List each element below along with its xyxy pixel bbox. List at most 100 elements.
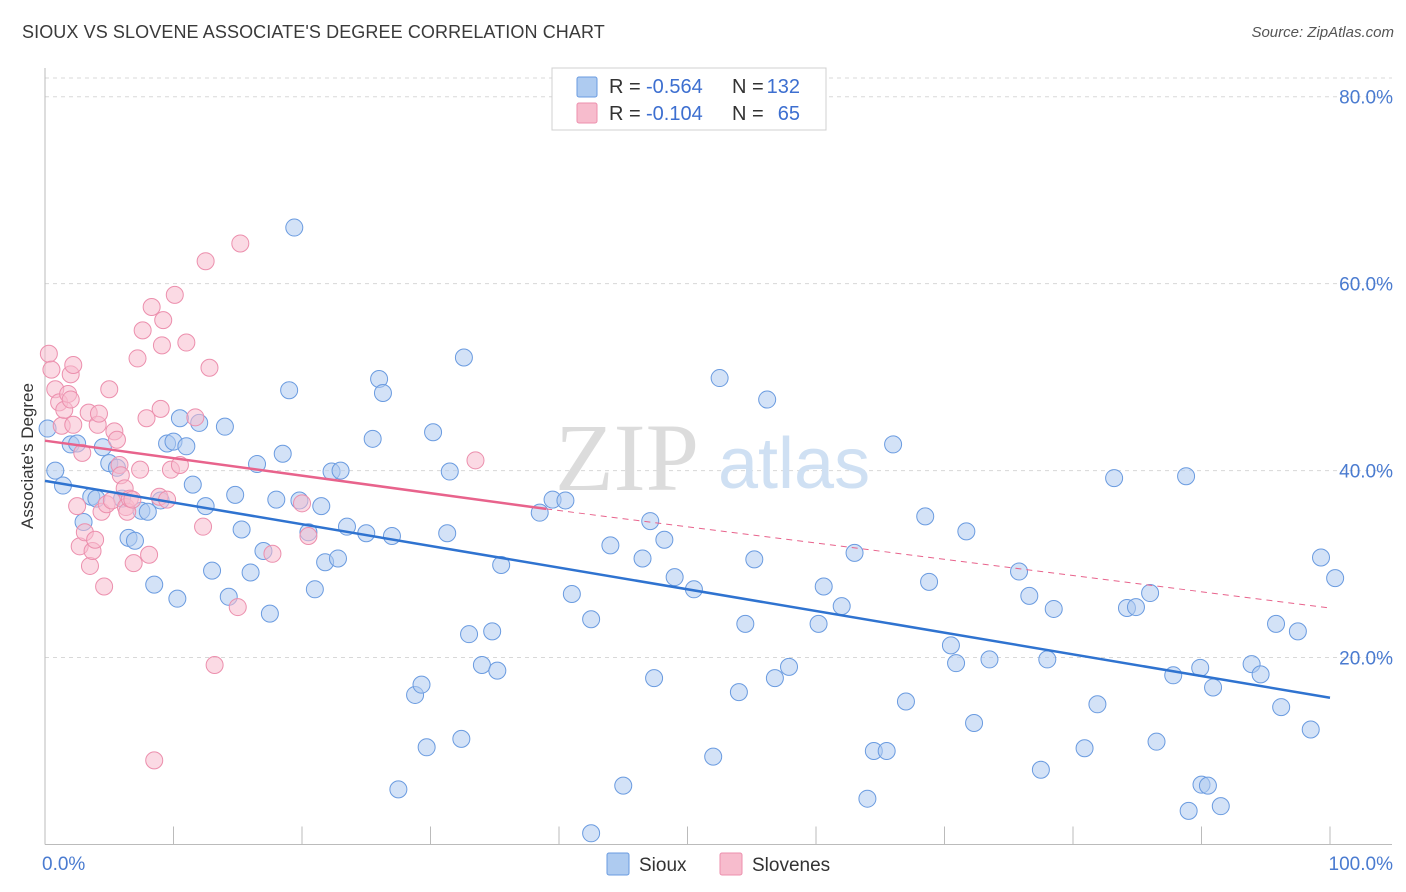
sioux-point: [980, 650, 999, 669]
legend-r-label-slovenes: R =: [609, 103, 641, 125]
sioux-point: [729, 683, 748, 702]
sioux-point: [417, 738, 436, 757]
sioux-point: [814, 577, 833, 596]
axes: [44, 68, 1392, 845]
sioux-point: [1147, 732, 1166, 751]
sioux-point: [1031, 760, 1050, 779]
sioux-point: [704, 747, 723, 766]
slovene-point: [137, 409, 156, 428]
sioux-point: [226, 485, 245, 504]
slovene-point: [95, 577, 114, 596]
slovene-point: [86, 530, 105, 549]
sioux-point: [1177, 467, 1196, 486]
sioux-point: [177, 437, 196, 456]
sioux-point: [183, 475, 202, 494]
sioux-point: [389, 780, 408, 799]
sioux-point: [273, 444, 292, 463]
sioux-point: [745, 550, 764, 569]
y-axis-label: Associate's Degree: [18, 383, 37, 529]
legend-n-label-sioux: N =: [732, 76, 764, 98]
sioux-point: [328, 549, 347, 568]
slovene-points: [39, 234, 485, 770]
sioux-point: [1141, 584, 1160, 603]
bottom-legend: Sioux Slovenes: [606, 852, 830, 876]
legend-box: R = -0.564 N = 132 R = -0.104 N = 65: [551, 67, 827, 131]
sioux-point: [280, 381, 299, 400]
sioux-point: [765, 669, 784, 688]
sioux-point: [1326, 569, 1345, 588]
legend-swatch-slovenes: [576, 102, 598, 124]
sioux-point: [168, 589, 187, 608]
sioux-point: [562, 584, 581, 603]
watermark-zip: ZIP: [555, 404, 699, 511]
sioux-point: [382, 527, 401, 546]
sioux-point: [460, 625, 479, 644]
sioux-point: [305, 580, 324, 599]
bottom-legend-swatch-sioux: [606, 852, 630, 876]
legend-n-value-sioux: 132: [767, 76, 800, 98]
slovene-point: [205, 656, 224, 675]
sioux-point: [215, 417, 234, 436]
sioux-point: [916, 507, 935, 526]
sioux-point: [1088, 695, 1107, 714]
slovene-point: [154, 311, 173, 330]
sioux-point: [1126, 598, 1145, 617]
sioux-trend-line: [44, 479, 1331, 699]
sioux-point: [832, 597, 851, 616]
sioux-point: [454, 348, 473, 367]
legend-swatch-sioux: [576, 76, 598, 98]
slovene-point: [194, 517, 213, 536]
y-tick-label: 40.0%: [1339, 462, 1393, 483]
sioux-point: [957, 522, 976, 541]
slovene-point: [89, 404, 108, 423]
sioux-point: [145, 575, 164, 594]
sioux-point: [412, 675, 431, 694]
sioux-point: [965, 713, 984, 732]
sioux-point: [241, 563, 260, 582]
slovene-point: [231, 234, 250, 253]
sioux-point: [641, 512, 660, 531]
sioux-point: [1010, 562, 1029, 581]
sioux-point: [331, 461, 350, 480]
watermark: ZIP atlas: [555, 404, 870, 511]
legend-r-value-slovenes: -0.104: [646, 103, 703, 125]
sioux-point: [260, 604, 279, 623]
sioux-point: [46, 461, 65, 480]
sioux-point: [645, 669, 664, 688]
slovene-point: [299, 527, 318, 546]
slovene-point: [140, 545, 159, 564]
y-tick-label: 20.0%: [1339, 649, 1393, 670]
slovene-point: [200, 358, 219, 377]
sioux-point: [941, 636, 960, 655]
sioux-point: [845, 543, 864, 562]
sioux-points: [38, 218, 1345, 843]
sioux-point: [1204, 678, 1223, 697]
slovene-point: [145, 751, 164, 770]
sioux-point: [1272, 698, 1291, 717]
sioux-point: [363, 429, 382, 448]
sioux-point: [665, 568, 684, 587]
sioux-point: [1312, 548, 1331, 567]
sioux-point: [633, 549, 652, 568]
x-tick-label: 100.0%: [1329, 854, 1394, 875]
sioux-point: [884, 435, 903, 454]
sioux-point: [896, 692, 915, 711]
slovene-point: [42, 360, 61, 379]
sioux-point: [488, 661, 507, 680]
slovene-point: [228, 598, 247, 617]
slovene-point: [196, 252, 215, 271]
slovene-point: [80, 556, 99, 575]
sioux-point: [267, 490, 286, 509]
sioux-point: [452, 729, 471, 748]
sioux-point: [858, 789, 877, 808]
sioux-point: [1020, 586, 1039, 605]
sioux-point: [1267, 614, 1286, 633]
sioux-point: [1301, 720, 1320, 739]
sioux-point: [601, 536, 620, 555]
source-label: Source: ZipAtlas.com: [1251, 24, 1394, 41]
sioux-point: [780, 657, 799, 676]
sioux-point: [170, 409, 189, 428]
sioux-point: [1211, 797, 1230, 816]
slovene-point: [124, 554, 143, 573]
